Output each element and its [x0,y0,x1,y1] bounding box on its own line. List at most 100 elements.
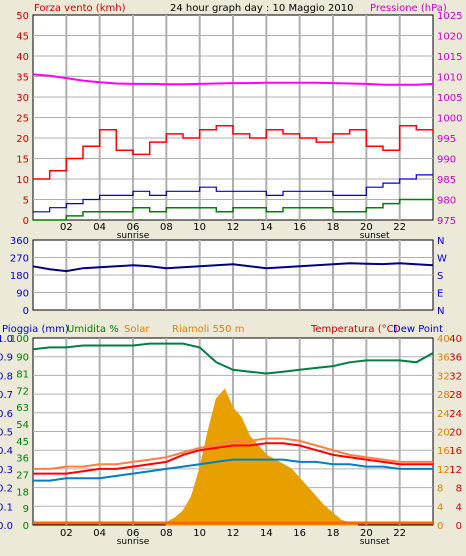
x-tick-label: 12 [227,222,240,233]
y-tick-label: 35 [16,73,29,84]
x-tick-label: 02 [60,528,73,539]
y-tick-label: 4 [437,502,443,513]
x-tick-label: 18 [327,222,340,233]
y-tick-label: 15 [16,155,29,166]
sunrise-label: sunrise [117,537,150,547]
temperature-series-line [33,442,433,475]
x-tick-label: 04 [93,528,106,539]
x-tick-label: 18 [327,528,340,539]
x-tick-label: 10 [193,528,206,539]
y-tick-label: 30 [16,93,29,104]
wind-avg-series-line [33,174,433,213]
y-tick-label: 28 [449,390,462,401]
y-tick-label: 0.1 [0,502,13,513]
y-tick-label: 32 [449,371,462,382]
solar-label: Solar [124,324,150,335]
y-tick-label: 24 [437,409,450,420]
y-tick-label: 0.6 [0,409,13,420]
y-tick-label: 1.0 [0,334,13,345]
x-tick-label: 14 [260,528,273,539]
x-tick-label: 08 [160,222,173,233]
temperature-humidity-panel: 0.0 0.1 0.2 0.3 0.4 0.5 0.6 0.7 0.8 0.9 1.0 0 9 18 27 3… [0,334,462,547]
y-tick-label: 90 [16,289,29,300]
y-tick-label: 985 [437,175,456,186]
y-tick-label: 5 [23,196,29,207]
wind-axis-label: Forza vento (kmh) [34,3,126,14]
x-tick-label: 20 [360,222,373,233]
humidity-tick-label: 18 [16,487,29,498]
y-tick-label: 16 [449,446,462,457]
temp-hi-series-line [33,437,433,470]
temperature-axis-label: Temperatura (°C) [310,324,398,335]
dew-point-series-line [33,458,433,482]
humidity-tick-label: 27 [16,471,29,482]
y-tick-label: 50 [16,11,29,22]
y-tick-label: 360 [10,236,29,247]
y-tick-label: 0 [437,521,443,532]
y-tick-label: 980 [437,196,456,207]
humidity-axis-label: Umidita % [67,324,119,335]
sunset-label: sunset [360,231,390,241]
y-tick-label: 0.2 [0,484,13,495]
compass-tick-label: N [437,236,444,247]
y-tick-label: 0.9 [0,353,13,364]
y-tick-label: 20 [437,428,450,439]
y-tick-label: 1015 [437,52,462,63]
y-tick-label: 1025 [437,11,462,22]
y-tick-label: 12 [449,465,462,476]
y-tick-label: 40 [449,334,462,345]
y-tick-label: 4 [456,502,462,513]
humidity-tick-label: 72 [16,386,29,397]
y-tick-label: 28 [437,390,450,401]
y-tick-label: 1020 [437,32,462,43]
y-tick-label: 20 [449,428,462,439]
y-tick-label: 25 [16,114,29,125]
x-tick-label: 04 [93,222,106,233]
humidity-tick-label: 36 [16,454,29,465]
compass-tick-label: N [437,306,444,317]
compass-tick-label: E [437,289,443,300]
x-tick-label: 10 [193,222,206,233]
riamoli-label: Riamoli 550 m [172,324,244,335]
humidity-tick-label: 81 [16,370,29,381]
y-tick-label: 36 [449,353,462,364]
y-tick-label: 180 [10,271,29,282]
sunset-label: sunset [360,537,390,547]
solar-series-area [165,388,359,526]
rain-axis-label: Pioggia (mm) [2,324,69,335]
y-tick-label: 0.5 [0,428,13,439]
x-tick-label: 16 [293,528,306,539]
x-tick-label: 22 [393,528,406,539]
humidity-tick-label: 63 [16,403,29,414]
y-tick-label: 8 [437,484,443,495]
y-tick-label: 36 [437,353,450,364]
x-tick-label: 16 [293,222,306,233]
y-tick-label: 0 [23,306,29,317]
pressure-series-line [32,73,434,86]
y-tick-label: 40 [16,52,29,63]
y-tick-label: 990 [437,155,456,166]
x-tick-label: 20 [360,528,373,539]
x-tick-label: 06 [127,222,140,233]
x-tick-label: 08 [160,528,173,539]
y-tick-label: 995 [437,134,456,145]
y-tick-label: 8 [456,484,462,495]
y-tick-label: 270 [10,254,29,265]
y-tick-label: 0.3 [0,465,13,476]
y-tick-label: 0.4 [0,446,13,457]
y-tick-label: 40 [437,334,450,345]
humidity-tick-label: 9 [23,504,29,515]
x-tick-label: 06 [127,528,140,539]
humidity-series-line [32,342,434,375]
x-tick-label: 14 [260,222,273,233]
y-tick-label: 24 [449,409,462,420]
wind-pressure-panel: 0510152025303540455097598098599099510001… [16,11,462,241]
y-tick-label: 12 [437,465,450,476]
humidity-tick-label: 54 [16,420,29,431]
y-tick-label: 0 [456,521,462,532]
dewpoint-label: Dew Point [393,324,443,335]
sunrise-label: sunrise [117,231,150,241]
compass-tick-label: W [437,254,447,265]
